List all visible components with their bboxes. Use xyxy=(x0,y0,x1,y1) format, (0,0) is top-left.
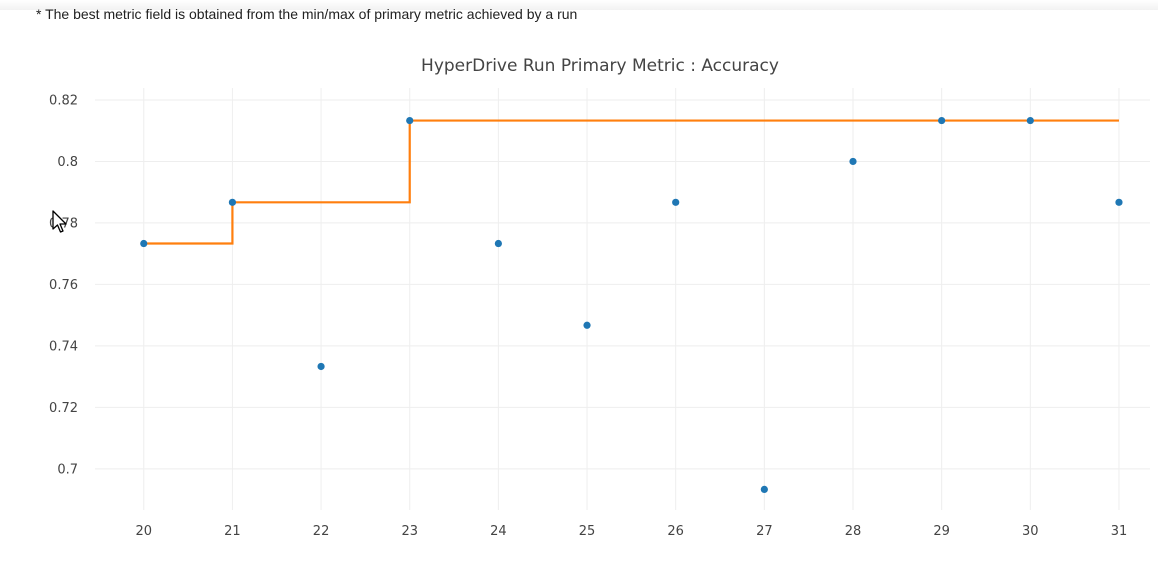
tick-label-layer: 20 21 22 23 24 25 26 27 28 29 30 31 0.7 0.72 0.74 0.76 0… xyxy=(49,93,1127,539)
x-tick-label: 27 xyxy=(756,524,773,539)
x-tick-label: 29 xyxy=(933,524,950,539)
data-point[interactable] xyxy=(938,116,946,125)
x-tick-label: 20 xyxy=(135,524,152,539)
x-tick-label: 24 xyxy=(490,524,507,539)
x-tick-label: 22 xyxy=(313,524,330,539)
y-tick-label: 0.8 xyxy=(57,155,78,170)
data-point[interactable] xyxy=(140,239,148,248)
chart-title: HyperDrive Run Primary Metric : Accuracy xyxy=(421,56,779,76)
x-tick-label: 25 xyxy=(579,524,596,539)
data-point[interactable] xyxy=(760,485,768,494)
data-point[interactable] xyxy=(1115,198,1123,206)
x-tick-label: 26 xyxy=(667,524,684,539)
point-layer xyxy=(140,116,1123,494)
x-tick-label: 30 xyxy=(1022,524,1039,539)
data-point[interactable] xyxy=(494,239,502,248)
footnote: * The best metric field is obtained from… xyxy=(36,6,578,22)
best-metric-line-layer xyxy=(143,119,1119,245)
y-tick-label: 0.76 xyxy=(49,278,78,293)
mouse-cursor-icon xyxy=(52,210,67,233)
data-point[interactable] xyxy=(406,116,414,125)
y-tick-label: 0.82 xyxy=(49,93,78,108)
data-point[interactable] xyxy=(583,321,591,329)
x-tick-label: 23 xyxy=(401,524,418,539)
x-tick-label: 31 xyxy=(1111,524,1128,539)
best-metric-step-line xyxy=(143,119,1119,245)
y-tick-label: 0.7 xyxy=(57,462,78,477)
y-tick-label: 0.74 xyxy=(49,339,78,354)
top-shadow xyxy=(0,0,1158,10)
x-tick-label: 21 xyxy=(224,524,241,539)
data-point[interactable] xyxy=(228,198,237,206)
data-point[interactable] xyxy=(849,157,857,166)
grid-layer xyxy=(95,88,1150,510)
x-tick-label: 28 xyxy=(845,524,862,539)
data-point[interactable] xyxy=(672,198,680,206)
data-point[interactable] xyxy=(1026,116,1034,125)
data-point[interactable] xyxy=(317,362,325,371)
y-tick-label: 0.72 xyxy=(49,401,78,416)
